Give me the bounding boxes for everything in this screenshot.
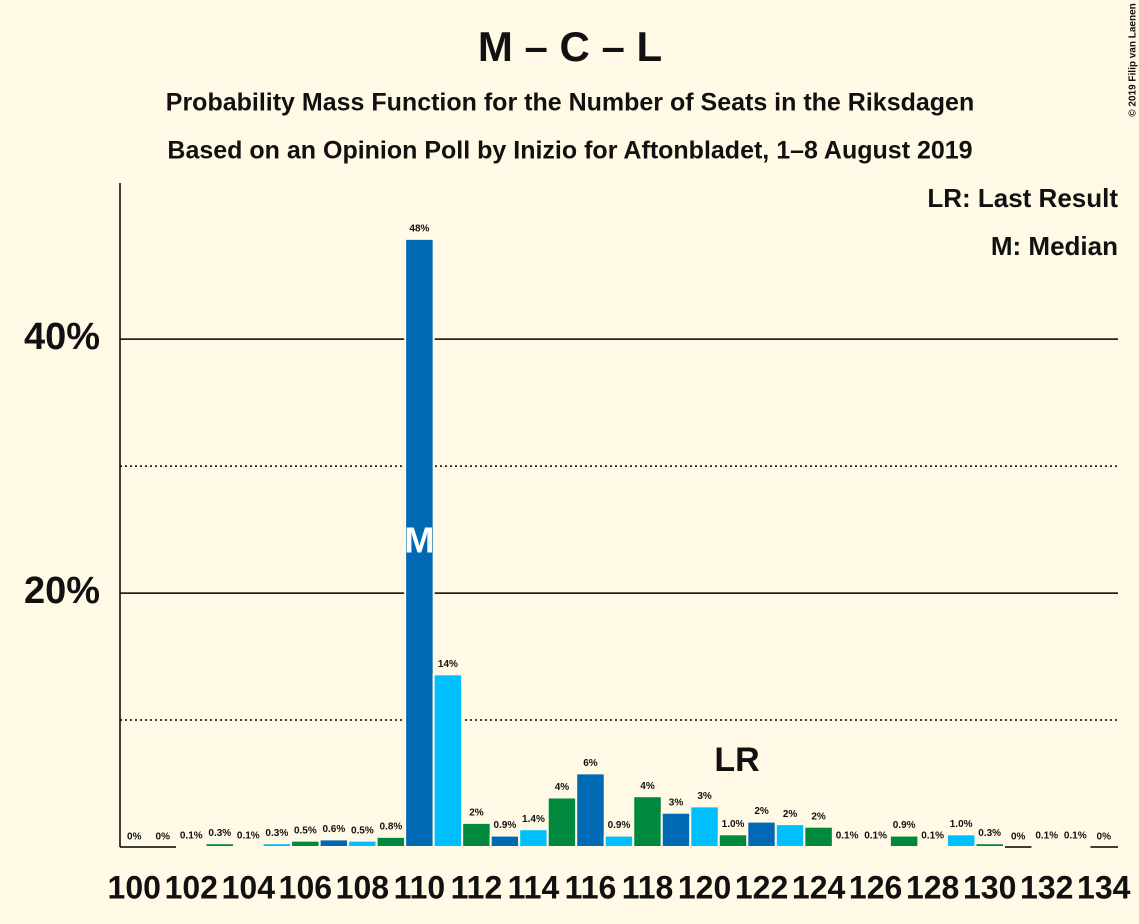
value-label: 0%	[127, 832, 142, 843]
value-label: 0%	[1011, 832, 1026, 843]
x-tick-label: 112	[451, 869, 503, 905]
value-label: 3%	[697, 791, 712, 802]
copyright: © 2019 Filip van Laenen	[1128, 3, 1139, 117]
value-label: 2%	[783, 809, 798, 820]
bar	[204, 842, 236, 849]
value-label: 1.4%	[522, 814, 545, 825]
value-label: 1.0%	[722, 819, 745, 830]
bar	[1059, 844, 1091, 849]
y-tick-label: 40%	[24, 316, 100, 358]
x-tick-label: 132	[1020, 869, 1073, 905]
x-tick-label: 128	[906, 869, 959, 905]
bar	[261, 842, 293, 849]
bar	[347, 839, 378, 848]
value-label: 0.1%	[836, 830, 859, 841]
x-tick-label: 118	[622, 869, 674, 905]
bar	[717, 833, 749, 849]
value-label: 4%	[640, 781, 655, 792]
bar	[945, 833, 977, 849]
x-tick-label: 106	[279, 869, 332, 905]
x-tick-label: 122	[735, 869, 788, 905]
value-label: 4%	[555, 782, 570, 793]
chart-title: M – C – L	[478, 23, 662, 70]
bar	[404, 237, 435, 849]
legend-entry: M: Median	[991, 231, 1118, 261]
value-label: 0.6%	[322, 824, 345, 835]
value-label: 0.1%	[921, 830, 944, 841]
bar	[689, 805, 720, 849]
legend-entry: LR: Last Result	[927, 183, 1118, 213]
value-label: 0.1%	[1064, 830, 1087, 841]
bar	[860, 844, 891, 849]
bar	[974, 842, 1005, 849]
bar	[632, 795, 663, 849]
bar	[432, 673, 464, 848]
bar	[518, 828, 549, 849]
value-label: 0.3%	[208, 828, 231, 839]
value-label: 0.9%	[494, 820, 517, 831]
value-label: 3%	[669, 797, 684, 808]
bar	[318, 838, 350, 848]
bar	[575, 772, 606, 848]
value-label: 14%	[438, 659, 458, 670]
x-tick-label: 108	[336, 869, 389, 905]
bar	[233, 844, 264, 849]
value-label: 0.3%	[265, 828, 288, 839]
x-tick-label: 102	[165, 869, 218, 905]
median-marker: M	[404, 519, 434, 560]
x-tick-label: 124	[792, 869, 846, 905]
value-label: 0.9%	[893, 820, 916, 831]
bar	[489, 834, 521, 848]
value-label: 0.1%	[1035, 830, 1058, 841]
value-label: 0%	[156, 832, 171, 843]
x-tick-label: 134	[1077, 869, 1131, 905]
value-label: 0.1%	[180, 830, 203, 841]
value-label: 0.9%	[608, 820, 631, 831]
value-label: 0.5%	[294, 825, 317, 836]
bar	[746, 820, 777, 849]
value-label: 2%	[811, 811, 826, 822]
x-tick-label: 116	[565, 869, 617, 905]
value-label: 2%	[469, 808, 484, 819]
value-label: 2%	[754, 806, 769, 817]
value-label: 0.1%	[864, 830, 887, 841]
value-label: 48%	[409, 224, 429, 235]
bar	[546, 796, 578, 848]
bar	[461, 821, 492, 848]
value-label: 0%	[1097, 832, 1112, 843]
value-label: 0.8%	[379, 821, 402, 832]
value-label: 6%	[583, 758, 598, 769]
bar	[176, 844, 207, 849]
x-tick-label: 130	[963, 869, 1016, 905]
x-tick-label: 104	[222, 869, 276, 905]
value-label: 1.0%	[950, 819, 973, 830]
bar	[917, 844, 948, 849]
bar	[660, 811, 692, 848]
x-tick-label: 110	[394, 869, 446, 905]
bar	[603, 834, 635, 848]
value-label: 0.3%	[978, 828, 1001, 839]
value-label: 0.1%	[237, 830, 260, 841]
x-tick-label: 114	[508, 869, 560, 905]
y-tick-label: 20%	[24, 570, 100, 612]
x-tick-label: 126	[849, 869, 902, 905]
bar	[290, 839, 321, 848]
x-tick-label: 100	[108, 869, 161, 905]
chart-subtitle: Based on an Opinion Poll by Inizio for A…	[167, 137, 972, 165]
bar	[888, 834, 920, 848]
last-result-marker: LR	[714, 741, 759, 779]
bar	[375, 835, 407, 848]
chart-subtitle: Probability Mass Function for the Number…	[166, 89, 974, 117]
bar	[774, 823, 806, 848]
value-label: 0.5%	[351, 825, 374, 836]
bar	[1031, 844, 1062, 849]
bar	[803, 825, 834, 848]
bar	[831, 844, 863, 849]
x-tick-label: 120	[678, 869, 731, 905]
